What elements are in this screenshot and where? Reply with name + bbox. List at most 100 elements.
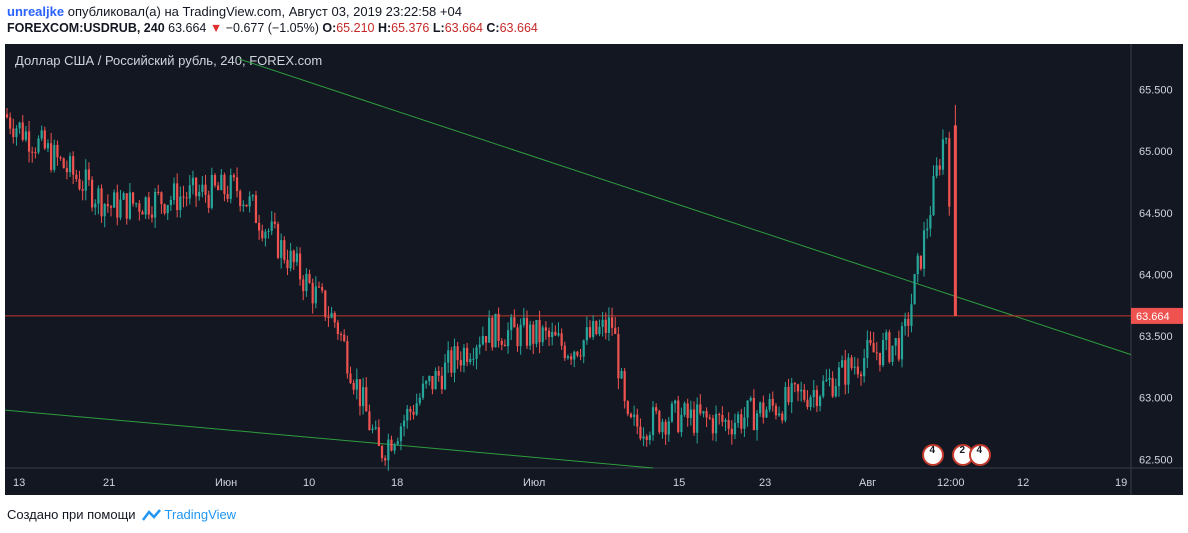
candle-body bbox=[506, 330, 510, 347]
candle-body bbox=[94, 203, 97, 208]
x-tick-label: 21 bbox=[103, 477, 115, 489]
candle-body bbox=[327, 317, 330, 319]
candle-body bbox=[935, 165, 938, 176]
candle-body bbox=[702, 411, 705, 414]
candle-body bbox=[598, 326, 601, 334]
candle-body bbox=[916, 255, 919, 275]
candle-body bbox=[65, 168, 68, 173]
candle-body bbox=[610, 317, 614, 328]
chart-area[interactable]: Доллар США / Российский рубль, 240, FORE… bbox=[5, 44, 1183, 495]
candle-body bbox=[172, 183, 176, 200]
candle-body bbox=[651, 407, 655, 436]
candle-body bbox=[755, 413, 759, 431]
candle-body bbox=[655, 407, 658, 412]
candle-body bbox=[292, 250, 295, 263]
trendline-2[interactable] bbox=[5, 409, 654, 469]
candle-body bbox=[522, 317, 525, 325]
candle-body bbox=[447, 350, 450, 363]
candle-body bbox=[740, 414, 743, 429]
candle-body bbox=[46, 143, 50, 149]
author-link[interactable]: unrealjke bbox=[7, 4, 65, 19]
candle-body bbox=[535, 319, 538, 344]
candle-body bbox=[837, 367, 841, 387]
candle-body bbox=[100, 188, 103, 217]
tradingview-logo[interactable]: TradingView bbox=[141, 507, 236, 522]
candle-body bbox=[891, 345, 894, 362]
candle-body bbox=[409, 408, 412, 412]
candle-body bbox=[900, 326, 904, 360]
change-value: −0.677 (−1.05%) bbox=[225, 21, 319, 35]
candle-body bbox=[560, 333, 563, 346]
candle-body bbox=[324, 290, 327, 318]
x-tick-label: 12:00 bbox=[937, 477, 965, 489]
candle-body bbox=[305, 273, 308, 292]
event-flag-icon[interactable] bbox=[922, 444, 944, 466]
candle-body bbox=[62, 158, 65, 169]
candle-body bbox=[790, 383, 793, 403]
candle-body bbox=[176, 183, 179, 211]
candle-body bbox=[481, 336, 484, 345]
candle-body bbox=[743, 417, 746, 429]
candle-body bbox=[380, 445, 384, 459]
candle-body bbox=[18, 122, 21, 129]
candle-body bbox=[144, 197, 147, 215]
candle-body bbox=[793, 383, 796, 385]
open-label: O: bbox=[322, 21, 337, 35]
candle-body bbox=[106, 204, 109, 207]
candle-body bbox=[494, 313, 497, 348]
candle-body bbox=[116, 192, 119, 218]
candle-body bbox=[27, 131, 31, 152]
x-tick-label: 10 bbox=[303, 477, 315, 489]
candle-body bbox=[576, 351, 579, 356]
candle-body bbox=[138, 203, 141, 212]
candle-body bbox=[683, 403, 686, 415]
candle-body bbox=[34, 152, 37, 154]
candle-body bbox=[922, 230, 926, 269]
candle-body bbox=[614, 327, 617, 334]
y-tick-label: 63.000 bbox=[1139, 393, 1173, 405]
candle-body bbox=[289, 250, 292, 269]
event-flag-icon[interactable] bbox=[969, 444, 991, 466]
candle-body bbox=[746, 400, 749, 418]
candle-body bbox=[648, 435, 651, 441]
candle-body bbox=[796, 384, 800, 392]
candle-body bbox=[547, 330, 551, 338]
event-count-label: 2 bbox=[960, 445, 966, 456]
candle-body bbox=[440, 375, 443, 390]
candle-body bbox=[844, 360, 847, 385]
candle-body bbox=[31, 151, 34, 153]
high-label: H: bbox=[377, 21, 392, 35]
candle-body bbox=[503, 344, 507, 347]
open-value: 65.210 bbox=[336, 21, 375, 35]
candle-body bbox=[201, 184, 204, 192]
candle-body bbox=[831, 377, 834, 397]
candle-body bbox=[601, 319, 604, 327]
candle-body bbox=[850, 357, 853, 368]
candle-body bbox=[677, 400, 680, 433]
trendline-1[interactable] bbox=[238, 58, 1132, 356]
candle-body-last bbox=[953, 125, 957, 316]
candle-body bbox=[462, 347, 466, 366]
candle-body bbox=[853, 366, 856, 368]
candle-body bbox=[384, 458, 387, 461]
candlestick-chart[interactable]: Доллар США / Российский рубль, 240, FORE… bbox=[5, 44, 1183, 495]
candle-body bbox=[119, 199, 122, 218]
candle-body bbox=[859, 374, 863, 377]
candle-body bbox=[387, 439, 390, 461]
candle-body bbox=[270, 221, 273, 231]
candle-body bbox=[358, 379, 362, 407]
low-label: L: bbox=[432, 21, 445, 35]
candle-body bbox=[881, 339, 885, 366]
candle-body bbox=[828, 377, 831, 380]
candle-body bbox=[5, 114, 9, 118]
candle-body bbox=[737, 414, 740, 423]
candle-body bbox=[90, 179, 94, 208]
candle-body bbox=[399, 426, 403, 442]
price-value: 63.664 bbox=[168, 21, 207, 35]
candle-body bbox=[718, 414, 721, 416]
candle-body bbox=[472, 358, 475, 360]
candle-body bbox=[355, 379, 358, 390]
candle-body bbox=[497, 313, 500, 341]
candle-body bbox=[166, 205, 169, 214]
candle-body bbox=[276, 223, 280, 258]
